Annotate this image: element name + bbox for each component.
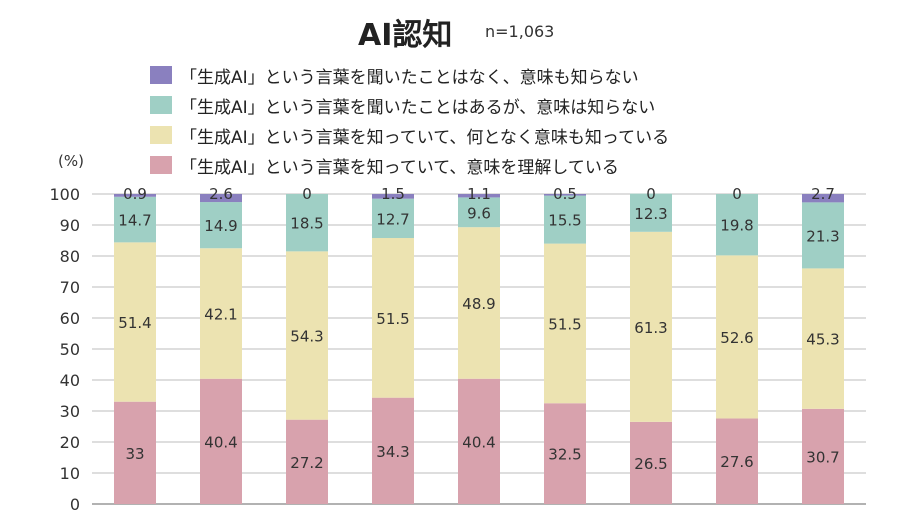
legend-label: 「生成AI」という言葉を聞いたことはあるが、意味は知らない (180, 97, 656, 118)
y-tick-label: 0 (70, 495, 80, 513)
bar-segment (630, 193, 672, 232)
legend-item: 「生成AI」という言葉を聞いたことはあるが、意味は知らない (150, 90, 669, 120)
y-axis-unit-label: (%) (58, 152, 84, 170)
data-label: 0.9 (123, 185, 147, 203)
data-label: 34.3 (376, 443, 409, 461)
bar-segment (802, 194, 844, 203)
data-label: 14.7 (118, 212, 151, 230)
bar-segment (372, 397, 414, 504)
data-label: 15.5 (548, 212, 581, 230)
data-label: 14.9 (204, 217, 237, 235)
legend-item: 「生成AI」という言葉を知っていて、意味を理解している (150, 150, 669, 180)
data-label: 40.4 (462, 433, 495, 451)
bar-segment (286, 194, 328, 252)
bar-segment (630, 231, 672, 422)
data-label: 19.8 (720, 217, 753, 235)
bar-segment (802, 408, 844, 504)
bar-segment (372, 198, 414, 239)
legend-label: 「生成AI」という言葉を知っていて、意味を理解している (180, 157, 619, 178)
y-tick-label: 80 (60, 247, 80, 266)
chart-legend: 「生成AI」という言葉を聞いたことはなく、意味も知らない 「生成AI」という言葉を… (150, 60, 669, 180)
bar-segment (200, 194, 242, 203)
data-label: 45.3 (806, 331, 839, 349)
data-label: 0 (302, 185, 312, 203)
legend-item: 「生成AI」という言葉を聞いたことはなく、意味も知らない (150, 60, 669, 90)
bar-segment (716, 418, 758, 504)
bar-segment (458, 197, 500, 228)
data-label: 48.9 (462, 295, 495, 313)
data-label: 42.1 (204, 306, 237, 324)
bar-segment (716, 255, 758, 419)
data-label: 32.5 (548, 446, 581, 464)
data-label: 0 (732, 185, 742, 203)
y-tick-label: 70 (60, 278, 80, 297)
bar-segment (200, 202, 242, 249)
bar-segment (458, 378, 500, 504)
data-label: 12.7 (376, 210, 409, 228)
data-label: 27.6 (720, 453, 753, 471)
chart-header: AI認知 n=1,063 (0, 8, 912, 53)
y-tick-label: 50 (60, 340, 80, 359)
data-label: 18.5 (290, 215, 323, 233)
bar-segment (458, 194, 500, 198)
data-label: 61.3 (634, 319, 667, 337)
bar-segment (114, 401, 156, 504)
bar-segment (544, 195, 586, 244)
data-label: 33 (125, 445, 144, 463)
bar-segment (114, 196, 156, 243)
y-tick-label: 60 (60, 309, 80, 328)
data-label: 54.3 (290, 328, 323, 346)
legend-swatch (150, 96, 172, 114)
y-tick-label: 10 (60, 464, 80, 483)
y-tick-label: 100 (49, 185, 80, 204)
bar-segment (544, 403, 586, 504)
bar-segment (286, 251, 328, 420)
bar-segment (200, 248, 242, 379)
bar-segment (544, 243, 586, 404)
data-label: 2.6 (209, 185, 233, 203)
data-label: 2.7 (811, 185, 835, 203)
data-label: 51.5 (548, 315, 581, 333)
bar-segment (802, 202, 844, 269)
sample-size-label: n=1,063 (485, 22, 555, 41)
y-tick-label: 90 (60, 216, 80, 235)
data-label: 21.3 (806, 227, 839, 245)
bar-segment (200, 378, 242, 504)
y-tick-label: 30 (60, 402, 80, 421)
data-label: 1.5 (381, 185, 405, 203)
legend-swatch (150, 126, 172, 144)
data-label: 52.6 (720, 329, 753, 347)
data-label: 12.3 (634, 205, 667, 223)
bar-segment (716, 194, 758, 256)
legend-item: 「生成AI」という言葉を知っていて、何となく意味も知っている (150, 120, 669, 150)
bar-segment (544, 194, 586, 196)
bar-segment (802, 268, 844, 409)
bar-segment (114, 194, 156, 197)
data-label: 30.7 (806, 448, 839, 466)
data-label: 40.4 (204, 433, 237, 451)
data-label: 27.2 (290, 454, 323, 472)
data-label: 51.4 (118, 314, 151, 332)
bar-segment (114, 242, 156, 402)
data-label: 26.5 (634, 455, 667, 473)
bar-segment (458, 227, 500, 379)
chart-title: AI認知 (358, 18, 453, 53)
bar-segment (372, 194, 414, 199)
data-label: 9.6 (467, 204, 491, 222)
legend-swatch (150, 66, 172, 84)
data-label: 0 (646, 185, 656, 203)
data-label: 51.5 (376, 310, 409, 328)
data-label: 1.1 (467, 185, 491, 203)
bar-segment (286, 419, 328, 504)
bar-segment (372, 238, 414, 398)
bar-segment (630, 421, 672, 504)
y-tick-label: 40 (60, 371, 80, 390)
data-label: 0.5 (553, 185, 577, 203)
legend-label: 「生成AI」という言葉を聞いたことはなく、意味も知らない (180, 67, 639, 88)
legend-swatch (150, 156, 172, 174)
legend-label: 「生成AI」という言葉を知っていて、何となく意味も知っている (180, 127, 670, 148)
y-tick-label: 20 (60, 433, 80, 452)
